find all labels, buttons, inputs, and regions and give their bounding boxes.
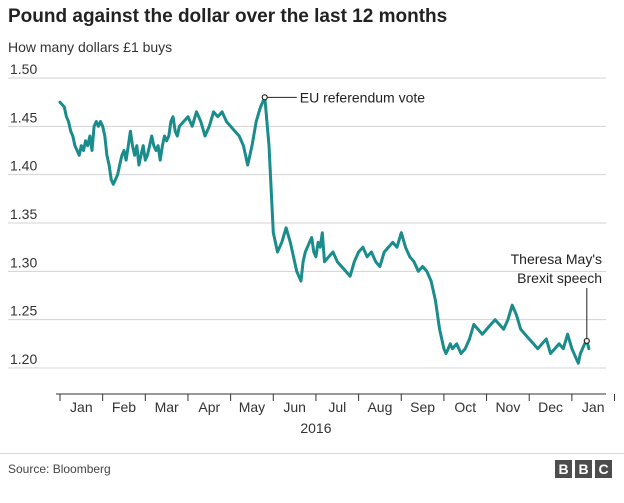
x-tick-label: Apr: [198, 399, 220, 415]
x-tick-label: Aug: [367, 399, 392, 415]
year-label: 2016: [300, 420, 331, 436]
chart-title: Pound against the dollar over the last 1…: [8, 6, 448, 27]
bbc-logo-letter: B: [555, 460, 572, 478]
bbc-logo-letter: B: [575, 460, 592, 478]
y-tick-label: 1.20: [10, 351, 37, 367]
x-tick-label: May: [239, 399, 265, 415]
data-series: [58, 95, 591, 365]
annotations: EU referendum vote Theresa May's Brexit sp…: [261, 89, 602, 345]
y-tick-label: 1.50: [10, 61, 37, 77]
y-tick-label: 1.45: [10, 109, 37, 125]
annotation-label-speech-line2: Brexit speech: [517, 270, 602, 286]
x-tick-label: Jan: [582, 399, 605, 415]
bbc-logo: B B C: [555, 460, 612, 478]
y-tick-label: 1.40: [10, 158, 37, 174]
x-tick-label: Jan: [70, 399, 93, 415]
annotation-marker: [261, 94, 268, 101]
x-tick-label: Feb: [112, 399, 136, 415]
annotation-label-speech-line1: Theresa May's: [511, 251, 602, 267]
source-label: Source: Bloomberg: [8, 462, 111, 476]
x-tick-label: Mar: [155, 399, 179, 415]
x-tick-label: Jun: [283, 399, 306, 415]
annotation-marker: [583, 337, 590, 345]
footer-divider: [0, 453, 624, 454]
series-line-gbp-usd: [58, 95, 591, 365]
y-axis-ticks: 1.50 1.45 1.40 1.35 1.30 1.25 1.20: [10, 61, 37, 367]
x-axis: Jan Feb Mar Apr May Jun Jul Aug Sep Oct Nov Dec Jan 2…: [56, 393, 616, 436]
bbc-logo-letter: C: [595, 460, 612, 478]
x-tick-label: Nov: [495, 399, 520, 415]
x-tick-label: Jul: [328, 399, 346, 415]
line-chart: 1.50 1.45 1.40 1.35 1.30 1.25 1.20 Jan Feb Mar Ap…: [8, 61, 616, 436]
annotation-label-referendum: EU referendum vote: [300, 89, 425, 105]
x-tick-label: Oct: [454, 399, 476, 415]
y-tick-label: 1.25: [10, 303, 37, 319]
x-tick-label: Sep: [410, 399, 435, 415]
y-tick-label: 1.30: [10, 254, 37, 270]
chart-subtitle: How many dollars £1 buys: [8, 39, 173, 55]
y-tick-label: 1.35: [10, 206, 37, 222]
x-tick-label: Dec: [538, 399, 563, 415]
gridlines: [8, 77, 606, 369]
